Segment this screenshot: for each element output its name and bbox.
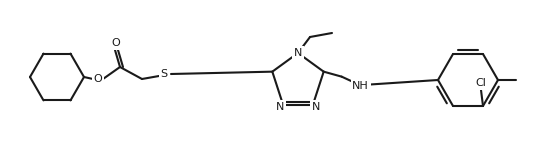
Text: O: O [94,74,102,84]
Text: N: N [312,102,320,112]
Text: Cl: Cl [476,78,486,88]
Text: N: N [276,102,285,112]
Text: O: O [111,38,121,48]
Text: NH: NH [352,81,369,91]
Text: S: S [161,69,168,79]
Text: N: N [294,48,302,58]
